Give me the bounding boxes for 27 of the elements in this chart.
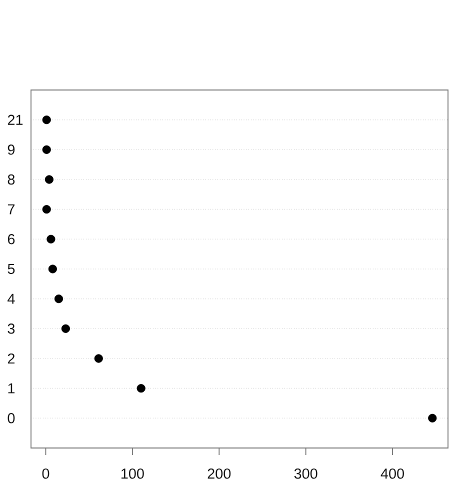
point: [48, 264, 57, 274]
x-tick-label: 200: [208, 468, 231, 479]
y-tick-label: 7: [8, 204, 15, 214]
y-tick-label: 4: [8, 294, 15, 304]
point: [94, 354, 103, 363]
point: [428, 414, 437, 422]
y-tick-label: 0: [8, 413, 15, 424]
point: [54, 294, 64, 304]
y-tick-label: 2: [8, 353, 15, 364]
point: [46, 234, 56, 244]
y-tick-label: 8: [8, 174, 15, 185]
x-tick-label: 400: [380, 468, 404, 479]
x-tick-label: 0: [42, 468, 50, 479]
y-tick-label: 1: [8, 383, 15, 394]
point: [136, 384, 146, 393]
point: [61, 324, 70, 333]
point: [42, 145, 51, 154]
point: [42, 116, 51, 124]
y-tick-label: 5: [8, 264, 15, 274]
y-tick-label: 3: [8, 324, 15, 334]
x-tick-label: 100: [121, 468, 144, 479]
y-tick-label: 6: [8, 234, 15, 244]
y-tick-label: 9: [8, 144, 15, 155]
point: [44, 175, 54, 184]
y-tick-label: 21: [8, 114, 23, 125]
point: [42, 205, 51, 214]
x-tick-label: 300: [294, 468, 318, 479]
